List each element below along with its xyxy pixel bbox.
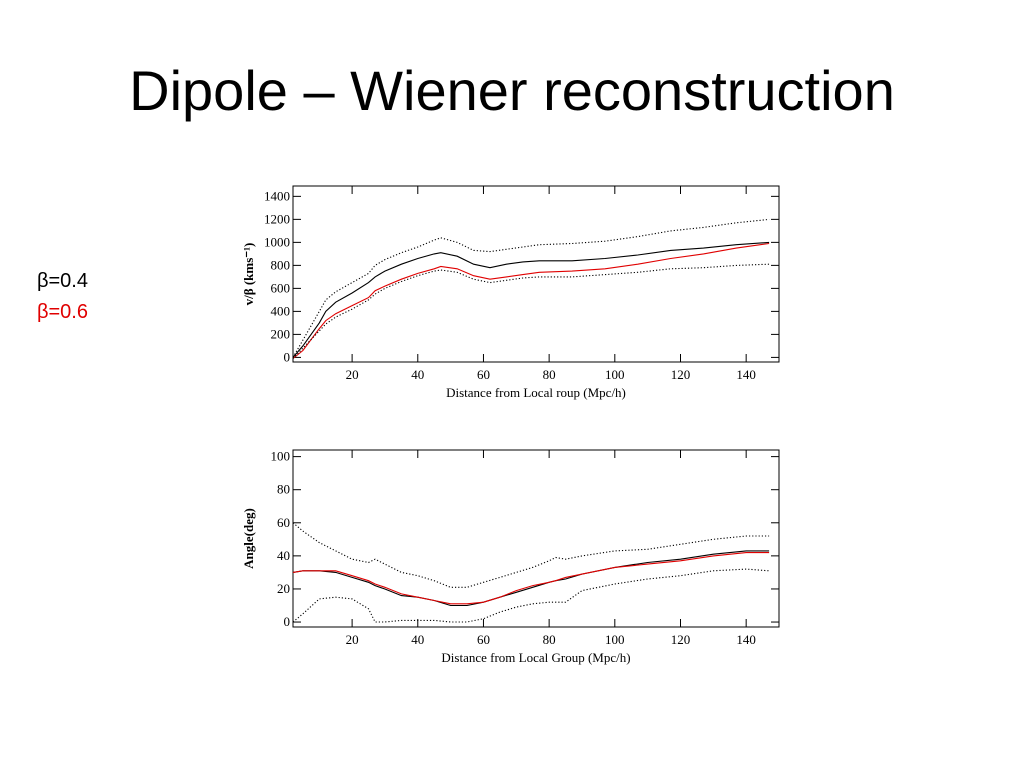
series-line <box>292 241 770 358</box>
x-tick-label: 40 <box>411 367 424 382</box>
y-tick-label: 20 <box>277 581 290 596</box>
x-tick-label: 120 <box>671 367 691 382</box>
plot-frame <box>292 185 780 363</box>
y-axis-label: v/β (kms⁻¹) <box>241 243 256 306</box>
series-line <box>292 568 770 623</box>
x-tick-label: 80 <box>543 632 556 647</box>
x-tick-label: 100 <box>605 367 625 382</box>
legend: β=0.4 β=0.6 <box>37 266 88 328</box>
y-axis-label: Angle(deg) <box>241 508 256 569</box>
series-line <box>292 242 770 359</box>
x-tick-label: 20 <box>346 632 359 647</box>
y-tick-label: 40 <box>277 548 290 563</box>
x-tick-label: 40 <box>411 632 424 647</box>
y-tick-label: 1400 <box>264 188 290 203</box>
series-line <box>292 550 770 607</box>
y-tick-label: 0 <box>284 349 291 364</box>
y-tick-label: 200 <box>271 326 291 341</box>
y-tick-label: 80 <box>277 482 290 497</box>
y-tick-label: 100 <box>271 449 291 464</box>
slide-title: Dipole – Wiener reconstruction <box>129 59 895 122</box>
y-tick-label: 1000 <box>264 234 290 249</box>
series-line <box>292 522 770 588</box>
legend-entry: β=0.6 <box>37 301 88 323</box>
y-tick-label: 0 <box>284 614 291 629</box>
y-tick-label: 1200 <box>264 211 290 226</box>
x-tick-label: 60 <box>477 367 490 382</box>
x-tick-label: 140 <box>736 632 756 647</box>
x-tick-label: 60 <box>477 632 490 647</box>
series-line <box>292 263 770 359</box>
y-tick-label: 600 <box>271 280 291 295</box>
y-tick-label: 60 <box>277 515 290 530</box>
x-axis-label: Distance from Local Group (Mpc/h) <box>441 650 630 665</box>
plot-frame <box>292 449 780 628</box>
y-tick-label: 800 <box>271 257 291 272</box>
x-tick-label: 20 <box>346 367 359 382</box>
x-tick-label: 100 <box>605 632 625 647</box>
x-tick-label: 120 <box>671 632 691 647</box>
legend-entry: β=0.4 <box>37 270 88 292</box>
x-tick-label: 80 <box>543 367 556 382</box>
y-tick-label: 400 <box>271 303 291 318</box>
series-line <box>292 218 770 358</box>
x-axis-label: Distance from Local roup (Mpc/h) <box>446 385 626 400</box>
x-tick-label: 140 <box>736 367 756 382</box>
series-line <box>292 552 770 605</box>
